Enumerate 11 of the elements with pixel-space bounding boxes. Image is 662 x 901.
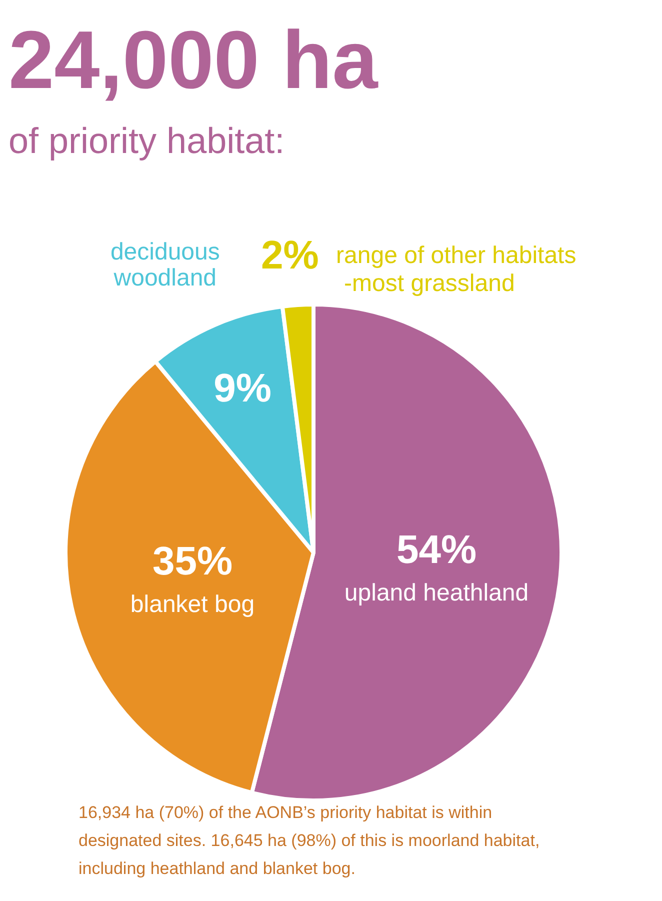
slice-label: deciduous woodland bbox=[110, 238, 220, 292]
chart-title: 24,000 ha bbox=[8, 15, 380, 106]
chart-subtitle: of priority habitat: bbox=[8, 120, 285, 161]
slice-label: range of other habitats -most grassland bbox=[336, 242, 576, 297]
text: 16,934 ha (70%) of the AONB’s priority habitat is within designated sites. 16,645 ha (98%) of this is moorland habitat, including heathland and blanket bog. bbox=[78, 803, 540, 878]
slice-label: blanket bog bbox=[130, 591, 255, 618]
slice-label: upland heathland bbox=[344, 580, 529, 607]
data-label: 2% bbox=[261, 233, 319, 278]
data-label: 54% bbox=[396, 528, 477, 572]
data-label: 35% bbox=[152, 540, 233, 584]
data-label: 9% bbox=[214, 366, 272, 411]
